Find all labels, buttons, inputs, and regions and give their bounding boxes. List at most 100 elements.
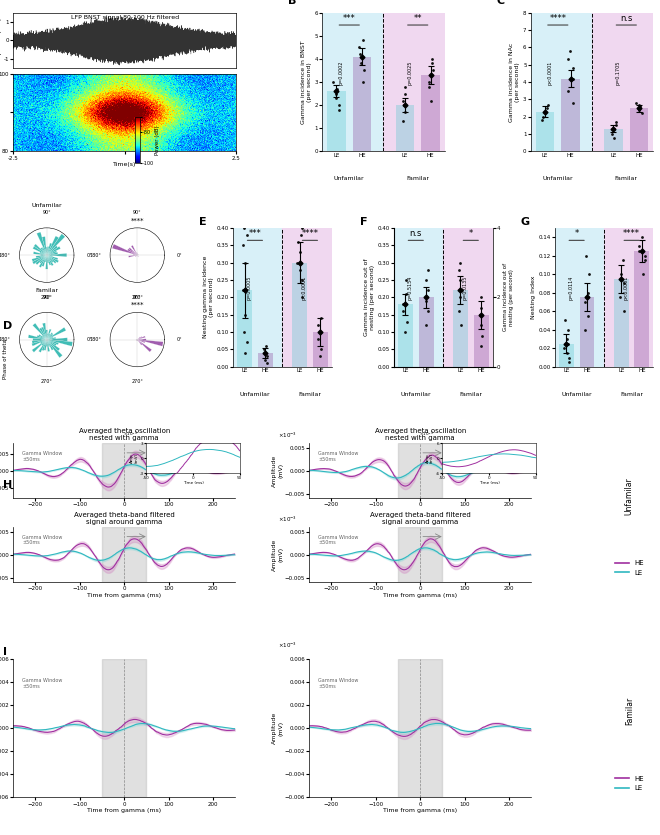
Bar [453,291,468,367]
Bar [33,251,47,255]
Point [401,287,412,301]
Text: p<0.0001: p<0.0001 [623,276,628,300]
Point [296,221,307,235]
Point [634,103,644,116]
Point [560,314,571,327]
Text: $\times10^{-3}$: $\times10^{-3}$ [278,514,297,524]
Point [607,128,617,141]
Bar [38,334,47,340]
Bar [40,340,47,344]
Point [332,83,343,96]
Bar [47,255,53,266]
Y-axis label: Amplitude
(mV): Amplitude (mV) [273,712,283,744]
Bar [102,659,147,797]
Point [354,48,365,61]
Point [568,62,579,75]
Point [399,80,410,94]
Text: C: C [496,0,504,6]
Bar [42,323,47,340]
Text: ****: **** [302,230,318,238]
Bar [42,340,47,346]
Y-axis label: Power (dB): Power (dB) [155,125,160,154]
Bar [40,328,47,340]
Point [579,323,590,337]
Bar [46,340,48,347]
Bar [102,443,147,498]
Bar [395,105,414,151]
Point [562,332,573,346]
Bar [42,255,47,266]
Bar [45,255,47,262]
Text: **: ** [413,14,422,23]
Text: Gamma Window
±50ms: Gamma Window ±50ms [22,534,63,545]
Legend: HE, LE: HE, LE [612,773,647,794]
Bar [47,252,58,255]
Point [356,57,367,70]
Bar [40,255,47,264]
Text: Gamma Window
±50ms: Gamma Window ±50ms [318,451,358,462]
Bar [137,337,142,340]
Point [313,318,323,331]
Point [358,33,368,47]
Text: ****: **** [131,217,144,224]
Text: $\times10^{-3}$: $\times10^{-3}$ [278,431,297,440]
Point [295,245,306,259]
Bar [37,232,47,255]
Point [475,291,486,304]
Bar [32,340,47,352]
Point [562,337,573,351]
Text: n.s: n.s [620,14,632,23]
Point [239,326,249,339]
Bar [47,333,48,340]
Bar [531,13,592,151]
Point [616,267,626,281]
Point [562,84,573,98]
Bar [28,335,47,340]
Bar [47,337,67,342]
Bar [131,245,137,255]
Y-axis label: Amplitude
(mV): Amplitude (mV) [273,454,283,487]
Bar [40,252,47,255]
Point [296,273,307,286]
Point [293,235,304,249]
Text: *: * [469,230,473,238]
Point [637,107,647,120]
Point [239,221,249,235]
Y-axis label: Gamma incidence out of
nesting (per second): Gamma incidence out of nesting (per seco… [364,259,375,336]
Bar [47,243,52,255]
Text: I: I [3,647,7,657]
Point [398,305,409,318]
Point [331,92,341,105]
Point [240,308,251,321]
Text: $\times10^{-3}$: $\times10^{-3}$ [0,641,1,650]
Text: Familar: Familar [615,176,638,181]
Point [583,286,593,300]
Bar [47,255,53,256]
Bar [604,228,653,367]
Point [334,99,345,112]
Point [422,305,433,318]
Text: p=0.0025: p=0.0025 [407,60,412,85]
Point [618,254,628,267]
Point [333,103,344,116]
Bar [394,228,444,367]
Point [292,256,303,269]
Bar [39,255,47,267]
Bar [47,340,59,345]
Bar [47,255,57,264]
Point [563,323,574,337]
Bar [47,255,58,260]
Bar [47,245,57,255]
Bar [32,340,47,347]
Bar [36,255,47,258]
Bar [33,338,47,341]
Text: E: E [199,217,207,227]
Point [542,101,552,114]
Bar [42,236,47,255]
Point [634,240,645,253]
Point [562,347,572,360]
Point [455,291,465,304]
Bar [32,340,47,343]
Bar [592,13,653,151]
Text: n.s: n.s [410,230,422,238]
